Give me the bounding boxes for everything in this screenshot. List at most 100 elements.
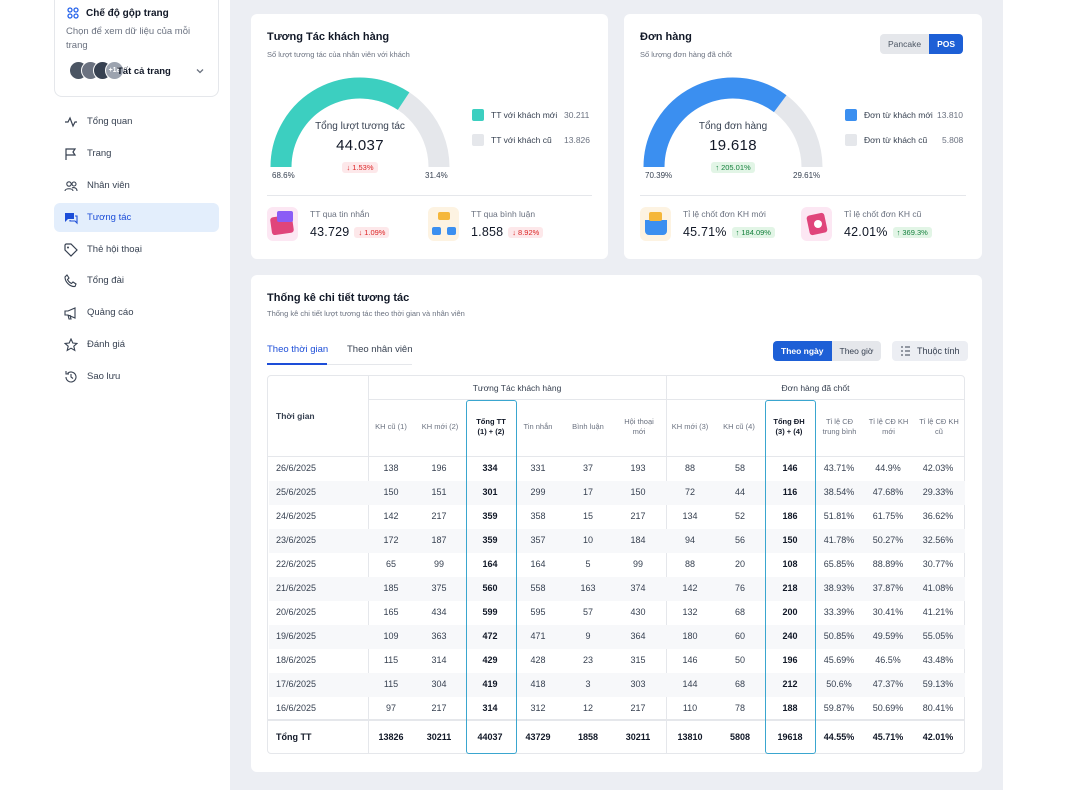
table-cell: 88	[684, 559, 695, 569]
tab-by-staff[interactable]: Theo nhân viên	[347, 344, 413, 355]
row-stripe	[269, 625, 965, 649]
table-cell: 47.37%	[872, 679, 904, 689]
merge-mode-desc: Chọn để xem dữ liệu của mỗi trang	[66, 26, 191, 51]
time-header: Thời gian	[276, 411, 315, 421]
sidebar-item-1[interactable]: Tổng quan	[54, 107, 219, 136]
table-cell: 138	[383, 463, 399, 473]
sidebar-item-9[interactable]: Sao lưu	[54, 362, 219, 391]
stat-change-badge: ↑ 184.09%	[731, 226, 775, 238]
gauge-change-badge: ↓ 1.53%	[342, 162, 378, 173]
legend-swatch	[845, 134, 857, 146]
toggle-pancake[interactable]: Pancake	[880, 34, 930, 54]
table-cell: 37	[582, 463, 593, 473]
row-stripe	[269, 529, 965, 553]
sidebar-item-label: Sao lưu	[87, 371, 121, 382]
table-cell: 25/6/2025	[276, 487, 317, 497]
table-cell: 26/6/2025	[276, 463, 317, 473]
table-cell: 50.69%	[872, 703, 904, 713]
message-gift-icon	[267, 207, 298, 241]
table-cell: 59.87%	[823, 703, 855, 713]
table-cell: 99	[632, 559, 643, 569]
toggle-pos[interactable]: POS	[929, 34, 964, 54]
sidebar-item-2[interactable]: Trang	[54, 139, 219, 168]
sidebar-item-4[interactable]: Tương tác	[54, 203, 219, 232]
col-header: Tổng ĐH (3) + (4)	[773, 417, 805, 436]
table-cell: 185	[383, 583, 399, 593]
comment-network-icon	[428, 207, 459, 241]
interaction-gauge	[270, 77, 450, 168]
table-cell: 19/6/2025	[276, 631, 317, 641]
stat-value: 1.858	[471, 225, 504, 239]
legend-old-customer: TT với khách cũ	[472, 134, 552, 146]
table-cell: 146	[682, 655, 698, 665]
table-cell: 50.27%	[872, 535, 904, 545]
detail-subtitle: Thống kê chi tiết lượt tương tác theo th…	[267, 309, 465, 318]
total-cell: 19618	[777, 732, 803, 742]
col-header: KH mới (2)	[421, 422, 459, 431]
table-cell: 97	[385, 703, 396, 713]
tab-active-indicator	[267, 363, 327, 365]
table-cell: 55.05%	[922, 631, 954, 641]
card-divider	[640, 195, 966, 196]
table-cell: 17/6/2025	[276, 679, 317, 689]
sidebar-item-6[interactable]: Tổng đài	[54, 266, 219, 295]
table-cell: 304	[431, 679, 447, 689]
toggle-by-day[interactable]: Theo ngày	[773, 341, 832, 361]
group-orders: Đơn hàng đã chốt	[781, 383, 850, 393]
phone-icon	[64, 273, 77, 287]
table-cell: 80.41%	[922, 703, 954, 713]
toggle-by-hour[interactable]: Theo giờ	[831, 341, 882, 361]
interaction-gauge-center: Tổng lượt tương tác 44.037 ↓ 1.53%	[300, 121, 420, 175]
tab-by-time[interactable]: Theo thời gian	[267, 344, 329, 355]
table-cell: 331	[530, 463, 546, 473]
basket-icon	[640, 207, 671, 241]
table-cell: 599	[482, 607, 498, 617]
right-pane	[1003, 0, 1080, 790]
sidebar: Chế độ gộp trang Chọn để xem dữ liệu của…	[0, 0, 230, 790]
table-cell: 188	[782, 703, 798, 713]
total-label: Tổng TT	[276, 732, 312, 742]
table-cell: 46.5%	[875, 655, 901, 665]
table-cell: 29.33%	[922, 487, 954, 497]
table-cell: 49.59%	[872, 631, 904, 641]
table-cell: 358	[530, 511, 546, 521]
table-cell: 419	[482, 679, 498, 689]
table-cell: 47.68%	[872, 487, 904, 497]
properties-button[interactable]: Thuộc tính	[892, 341, 968, 361]
activity-icon	[65, 116, 77, 127]
table-cell: 150	[383, 487, 399, 497]
star-icon	[64, 337, 78, 352]
total-divider	[268, 719, 965, 721]
table-cell: 142	[682, 583, 698, 593]
merge-mode-card[interactable]: Chế độ gộp trang Chọn để xem dữ liệu của…	[54, 0, 219, 97]
sidebar-item-5[interactable]: Thẻ hội thoại	[54, 235, 219, 264]
table-cell: 65	[385, 559, 396, 569]
table-cell: 560	[482, 583, 498, 593]
table-cell: 172	[383, 535, 399, 545]
table-cell: 334	[482, 463, 498, 473]
table-cell: 44	[734, 487, 745, 497]
legend-old-orders: Đơn từ khách cũ	[845, 134, 927, 146]
sidebar-item-8[interactable]: Đánh giá	[54, 330, 219, 359]
sidebar-item-3[interactable]: Nhân viên	[54, 171, 219, 200]
highlight-total-orders	[765, 400, 816, 754]
sidebar-item-label: Đánh giá	[87, 339, 126, 350]
merge-mode-title: Chế độ gộp trang	[86, 7, 169, 19]
table-cell: 363	[431, 631, 447, 641]
table-cell: 56	[734, 535, 745, 545]
sidebar-item-label: Tương tác	[87, 212, 132, 223]
col-header: KH cũ (4)	[723, 422, 755, 431]
table-cell: 471	[530, 631, 546, 641]
table-cell: 217	[431, 703, 447, 713]
sidebar-item-7[interactable]: Quảng cáo	[54, 298, 219, 327]
col-header: Tỉ lệ CĐ trung bình	[822, 417, 857, 436]
table-cell: 151	[431, 487, 447, 497]
total-cell: 5808	[729, 732, 751, 742]
table-cell: 41.21%	[922, 607, 954, 617]
table-cell: 43.48%	[922, 655, 954, 665]
legend-swatch	[472, 134, 484, 146]
col-header: Tỉ lệ CĐ KH mới	[868, 417, 909, 436]
legend-new-value: 13.810	[937, 110, 963, 120]
sidebar-item-label: Nhân viên	[87, 180, 130, 191]
chevron-down-icon[interactable]	[194, 65, 206, 77]
